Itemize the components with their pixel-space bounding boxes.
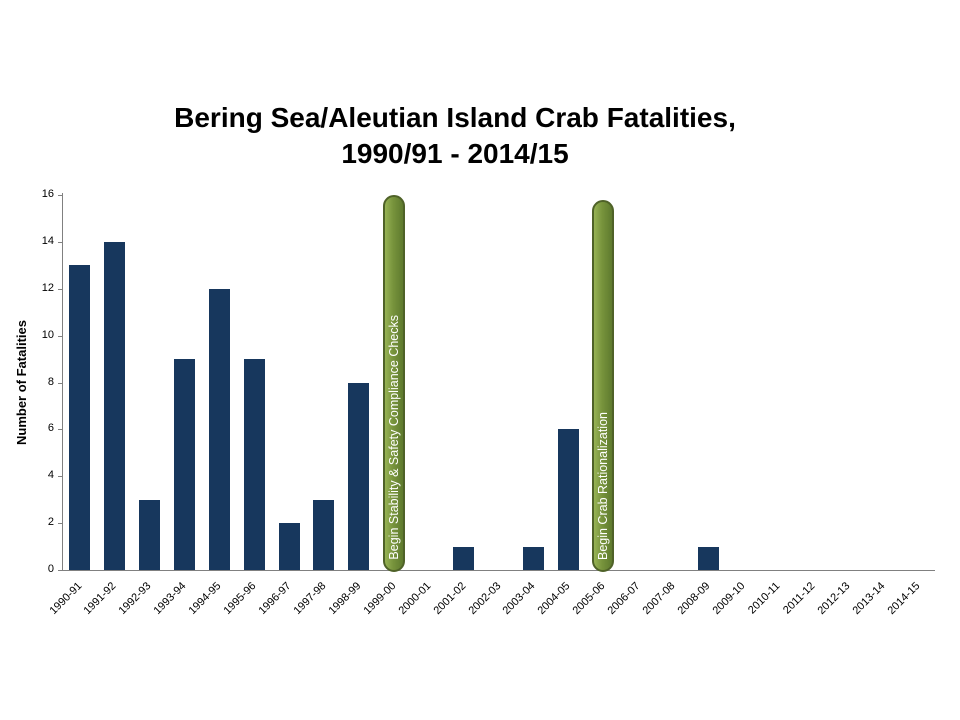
y-tick-label: 8	[47, 376, 54, 388]
bar	[348, 382, 370, 570]
chart-title-line-1: Bering Sea/Aleutian Island Crab Fataliti…	[174, 102, 736, 133]
bar	[243, 359, 265, 570]
y-axis-line	[62, 193, 63, 571]
y-tick	[58, 336, 62, 337]
bar	[313, 499, 335, 570]
bar	[522, 546, 544, 570]
bar	[557, 429, 579, 570]
bar	[278, 523, 300, 570]
y-tick-label: 10	[41, 329, 54, 341]
y-tick	[58, 242, 62, 243]
bar	[173, 359, 195, 570]
chart-title: Bering Sea/Aleutian Island Crab Fataliti…	[0, 100, 910, 173]
bar	[453, 546, 475, 570]
y-tick-label: 4	[47, 469, 54, 481]
y-tick	[58, 383, 62, 384]
y-tick	[58, 523, 62, 524]
y-tick	[58, 476, 62, 477]
annotation-label: Begin Stability & Safety Compliance Chec…	[386, 315, 401, 560]
x-axis-line	[62, 570, 935, 571]
y-tick-label: 12	[41, 282, 54, 294]
y-tick-label: 0	[47, 563, 54, 575]
bar	[69, 265, 90, 570]
y-tick	[58, 429, 62, 430]
chart-title-line-2: 1990/91 - 2014/15	[341, 138, 569, 170]
y-tick-label: 14	[41, 235, 54, 247]
annotation-capsule: Begin Stability & Safety Compliance Chec…	[382, 195, 405, 572]
annotation-capsule: Begin Crab Rationalization	[592, 199, 615, 572]
y-tick-label: 6	[47, 422, 54, 434]
bar	[697, 546, 719, 570]
annotation-label: Begin Crab Rationalization	[596, 411, 611, 560]
y-tick-label: 2	[47, 516, 54, 528]
y-tick-label: 16	[41, 188, 54, 200]
bar	[103, 241, 125, 570]
bar	[138, 499, 160, 570]
y-tick	[58, 289, 62, 290]
y-tick	[58, 195, 62, 196]
y-tick	[58, 570, 62, 571]
bar	[208, 288, 230, 571]
